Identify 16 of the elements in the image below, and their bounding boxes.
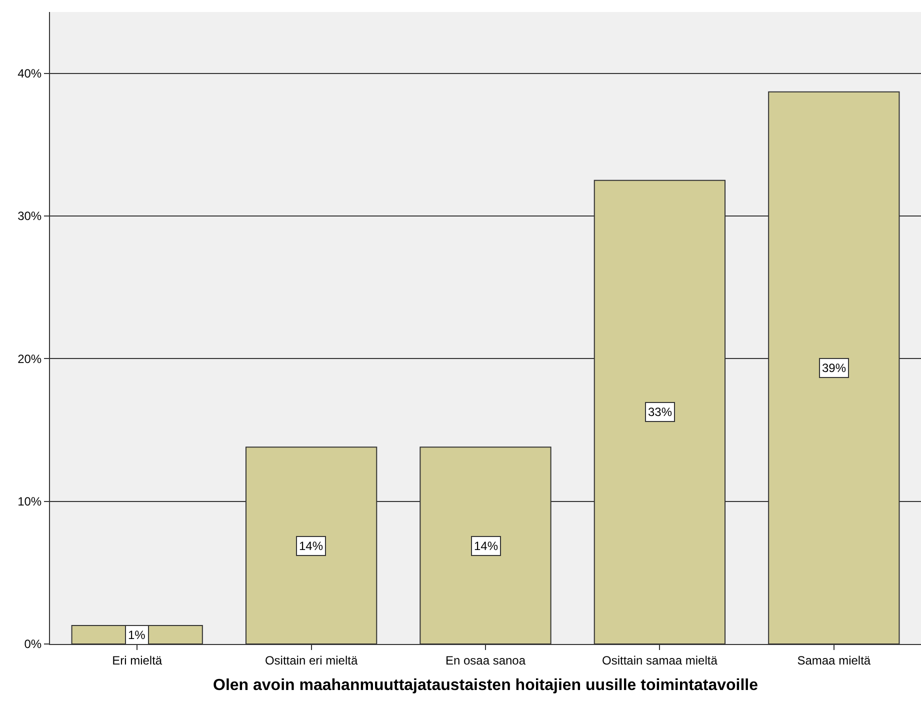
data-label: 1% — [128, 628, 146, 642]
x-axis-title: Olen avoin maahanmuuttajataustaisten hoitajien uusille toimintatavoille — [213, 677, 758, 694]
y-tick-label: 20% — [18, 352, 42, 366]
x-tick-label: Osittain eri mieltä — [264, 653, 358, 668]
x-tick-label: En osaa sanoa — [445, 653, 526, 668]
x-tick-label: Osittain samaa mieltä — [602, 653, 718, 668]
data-label: 33% — [648, 405, 672, 419]
data-label: 14% — [299, 539, 324, 553]
x-tick-label: Eri mieltä — [112, 653, 162, 668]
x-tick-label: Samaa mieltä — [797, 653, 871, 668]
data-label: 39% — [822, 361, 846, 375]
y-tick-label: 40% — [18, 66, 42, 81]
y-tick-label: 0% — [24, 637, 42, 652]
data-label: 14% — [474, 539, 498, 553]
y-tick-label: 10% — [18, 494, 42, 509]
y-tick-label: 30% — [18, 209, 42, 224]
